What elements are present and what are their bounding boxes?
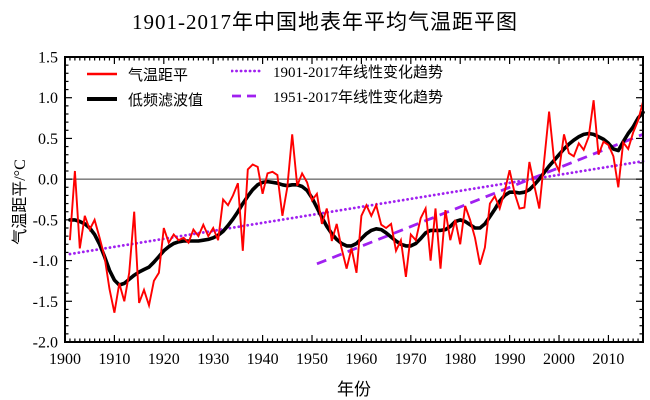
svg-text:0.5: 0.5 [38,131,58,148]
svg-text:1.0: 1.0 [38,90,58,107]
svg-text:1910: 1910 [98,351,130,368]
svg-text:1.5: 1.5 [38,50,58,67]
trend-line-1951-2017 [316,133,644,266]
legend-label-annual: 气温距平 [128,67,189,84]
plot-border [64,56,644,343]
series-filtered-line [68,110,645,287]
trend-line-1901-2017 [68,159,645,256]
chart-title: 1901-2017年中国地表年平均气温距平图 [132,10,518,34]
legend-item-trend-1951: 1951-2017年线性变化趋势 [231,87,443,106]
y-axis-label: 气温距平/°C [12,159,29,245]
legend-item-filtered: 低频滤波值 [86,90,204,109]
trend-1951-dashed-swatch [232,94,262,98]
svg-text:2000: 2000 [543,351,575,368]
svg-text:-2.0: -2.0 [33,335,58,352]
annual-line-swatch [87,72,117,76]
legend-label-filtered: 低频滤波值 [128,92,204,109]
svg-text:-0.5: -0.5 [33,212,58,229]
svg-text:1950: 1950 [296,351,328,368]
svg-text:-1.5: -1.5 [33,294,58,311]
svg-text:1930: 1930 [197,351,229,368]
y-tick-labels: -2.0 -1.5 -1.0 -0.5 0.0 0.5 1.0 1.5 [33,50,58,352]
filtered-line-swatch [87,97,117,101]
svg-text:0.0: 0.0 [38,172,58,189]
x-tick-labels: 1900 1910 1920 1930 1940 1950 1960 1970 1980 1990… [49,351,624,368]
svg-text:-1.0: -1.0 [33,253,58,270]
svg-text:1920: 1920 [148,351,180,368]
legend-item-annual: 气温距平 [86,65,189,84]
svg-text:2010: 2010 [592,351,624,368]
svg-text:1900: 1900 [49,351,81,368]
trend-1901-dotted-swatch [231,69,263,73]
svg-text:1960: 1960 [345,351,377,368]
legend-label-trend-1901: 1901-2017年线性变化趋势 [273,64,443,81]
svg-text:1990: 1990 [494,351,526,368]
svg-text:1940: 1940 [247,351,279,368]
svg-text:1980: 1980 [444,351,476,368]
series-annual-anomaly-line [68,100,644,313]
svg-text:1970: 1970 [395,351,427,368]
legend-label-trend-1951: 1951-2017年线性变化趋势 [273,89,443,106]
legend-item-trend-1901: 1901-2017年线性变化趋势 [231,62,443,81]
x-axis-label: 年份 [337,380,371,399]
